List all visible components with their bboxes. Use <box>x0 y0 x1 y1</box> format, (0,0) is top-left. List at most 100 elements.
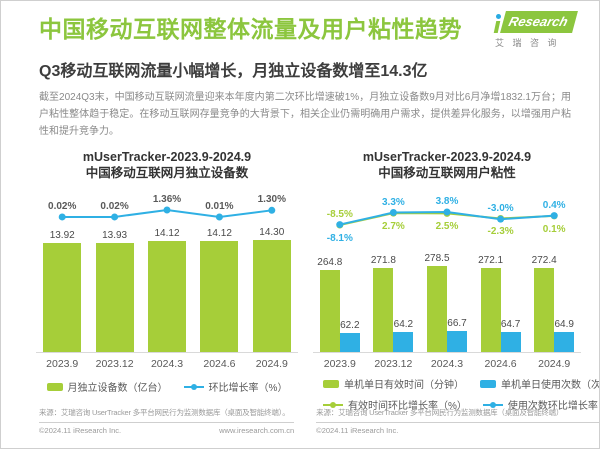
line-point <box>336 221 344 229</box>
line-value-label: 3.8% <box>435 196 459 207</box>
x-tick-label: 2024.6 <box>203 358 236 370</box>
bar-value-label: 62.2 <box>340 319 360 331</box>
legend-item: 使用次数环比增长率（%） <box>482 397 599 412</box>
footers-row: 来源：艾瑞咨询 UserTracker 多平台网民行为监测数据库（桌面及智能终端… <box>1 407 599 435</box>
x-axis: 2023.9 2023.12 2024.3 2024.6 2024.9 <box>313 358 581 370</box>
line-point <box>215 213 223 221</box>
x-tick-label: 2024.3 <box>430 358 464 370</box>
legend-label: 环比增长率（%） <box>208 383 288 394</box>
line-point <box>268 206 276 214</box>
logo-banner: Research <box>500 11 578 33</box>
line-value-label: 0.02% <box>48 200 77 212</box>
legend-item: 环比增长率（%） <box>183 379 288 394</box>
line-value-label: 0.02% <box>100 200 129 212</box>
source-note: 来源：艾瑞咨询 UserTracker 多平台网民行为监测数据库（桌面及智能终端… <box>39 408 290 417</box>
bar-value-label: 13.92 <box>49 229 75 241</box>
legend-label: 单机单日使用次数（次） <box>501 380 600 391</box>
bar-plot-area: 264.8 271.8 278.5 272.1 272.4 62.2 64.2 66.7 64.… <box>313 252 581 353</box>
bar-plot-area: 13.92 13.93 14.12 14.12 14.30 <box>36 224 298 353</box>
line-point <box>58 213 66 221</box>
source-note: 来源：艾瑞咨询 UserTracker 多平台网民行为监测数据库（桌面及智能终端… <box>316 408 564 417</box>
legend-row: 有效时间环比增长率（%） 使用次数环比增长率（%） <box>313 397 599 412</box>
bar <box>534 267 555 352</box>
x-tick-label: 2024.6 <box>484 358 517 370</box>
line-point <box>389 209 397 217</box>
bar <box>393 332 414 352</box>
x-axis: 2023.9 2023.12 2024.3 2024.6 2024.9 <box>36 358 298 370</box>
x-tick-label: 2024.9 <box>538 358 571 370</box>
bar <box>148 241 186 352</box>
bar <box>95 242 134 352</box>
chart-monthly-devices: mUserTracker-2023.9-2024.9 中国移动互联网月独立设备数 0… <box>36 149 298 412</box>
line-value-label: 0.4% <box>542 199 566 211</box>
copyright-text: ©2024.11 iResearch Inc. <box>316 426 399 435</box>
x-tick-label: 2023.12 <box>95 358 134 370</box>
bar-value-label: 272.4 <box>531 254 557 266</box>
chart-title: mUserTracker-2023.9-2024.9 <box>82 150 252 164</box>
bar-value-label: 13.93 <box>102 229 128 241</box>
legend-label: 使用次数环比增长率（%） <box>507 401 599 412</box>
bar <box>427 266 447 352</box>
bar-value-label: 64.9 <box>554 318 574 330</box>
x-tick-label: 2024.3 <box>150 358 184 370</box>
legend-row: 月独立设备数（亿台） 环比增长率（%） <box>36 379 298 394</box>
bar-value-label: 64.7 <box>500 319 521 331</box>
bar-value-label: 278.5 <box>424 253 450 264</box>
footer-right: 来源：艾瑞咨询 UserTracker 多平台网民行为监测数据库（桌面及智能终端… <box>316 407 599 435</box>
legend-row: 单机单日有效时间（分钟） 单机单日使用次数（次） <box>313 376 599 391</box>
bar <box>500 332 521 352</box>
line-value-label: 3.3% <box>381 196 405 208</box>
copyright-text: ©2024.11 iResearch Inc. <box>39 426 122 435</box>
footer-left: 来源：艾瑞咨询 UserTracker 多平台网民行为监测数据库（桌面及智能终端… <box>39 407 295 435</box>
page-title: 中国移动互联网整体流量及用户粘性趋势 <box>39 16 462 42</box>
line-plot-area: -8.5% 2.7% 2.5% -2.3% 0.1% -8.1% 3.3% 3.8% -3.0%… <box>313 186 581 252</box>
growth-line-svg <box>58 206 276 221</box>
bar-value-label: 271.8 <box>370 255 396 267</box>
x-tick-label: 2024.9 <box>255 358 288 370</box>
legend-bar-swatch-icon <box>480 379 496 388</box>
legend-item: 有效时间环比增长率（%） <box>323 397 467 412</box>
legend-bar-swatch-icon <box>323 379 339 388</box>
bar-value-label: 272.1 <box>478 254 504 266</box>
line-point <box>443 208 451 216</box>
legend-bar-swatch-icon <box>46 382 63 391</box>
line-point <box>497 215 505 223</box>
logo-brand-text: Research <box>507 14 570 29</box>
legend-item: 单机单日有效时间（分钟） <box>323 376 464 391</box>
bar <box>480 267 501 352</box>
line-point <box>550 212 558 220</box>
legend-line-swatch-icon <box>183 383 204 391</box>
line-value-label: 2.7% <box>381 221 405 233</box>
bar-value-label: 14.30 <box>259 227 285 238</box>
line-value-label: 1.36% <box>152 194 182 205</box>
logo-chinese-name: 艾 瑞 咨 询 <box>495 38 560 48</box>
line-value-label: -2.3% <box>487 226 514 238</box>
legend-label: 有效时间环比增长率（%） <box>348 401 467 412</box>
intro-paragraph: 截至2024Q3末，中国移动互联网流量迎来本年度内第二次环比增速破1%，月独立设… <box>39 92 571 137</box>
line-value-label: -3.0% <box>487 203 514 215</box>
x-tick-label: 2023.9 <box>323 358 356 370</box>
bar <box>339 332 360 352</box>
legend-line-swatch-icon <box>482 401 503 409</box>
line-point <box>163 206 171 214</box>
growth-line-svg <box>336 208 558 229</box>
bar <box>447 331 467 352</box>
website-url: www.iresearch.com.cn <box>219 426 295 435</box>
legend-label: 月独立设备数（亿台） <box>67 383 168 394</box>
chart-subtitle: 中国移动互联网月独立设备数 <box>85 166 249 180</box>
bar-value-label: 66.7 <box>447 318 467 330</box>
bar-value-label: 14.12 <box>206 228 232 240</box>
bar <box>43 242 82 352</box>
line-value-label: -8.5% <box>326 209 353 220</box>
line-value-label: -8.1% <box>326 232 353 244</box>
footer-divider <box>39 422 295 423</box>
iresearch-logo: Research 艾 瑞 咨 询 <box>493 11 578 49</box>
footer-divider <box>316 422 599 423</box>
line-value-label: 0.01% <box>205 201 234 212</box>
x-tick-label: 2023.9 <box>46 358 79 370</box>
line-plot-area: 0.02% 0.02% 1.36% 0.01% 1.30% <box>36 186 298 224</box>
bar-value-label: 264.8 <box>317 257 343 269</box>
page-subtitle: Q3移动互联网流量小幅增长，月独立设备数增至14.3亿 <box>39 63 428 80</box>
bar-value-label: 14.12 <box>154 228 180 240</box>
